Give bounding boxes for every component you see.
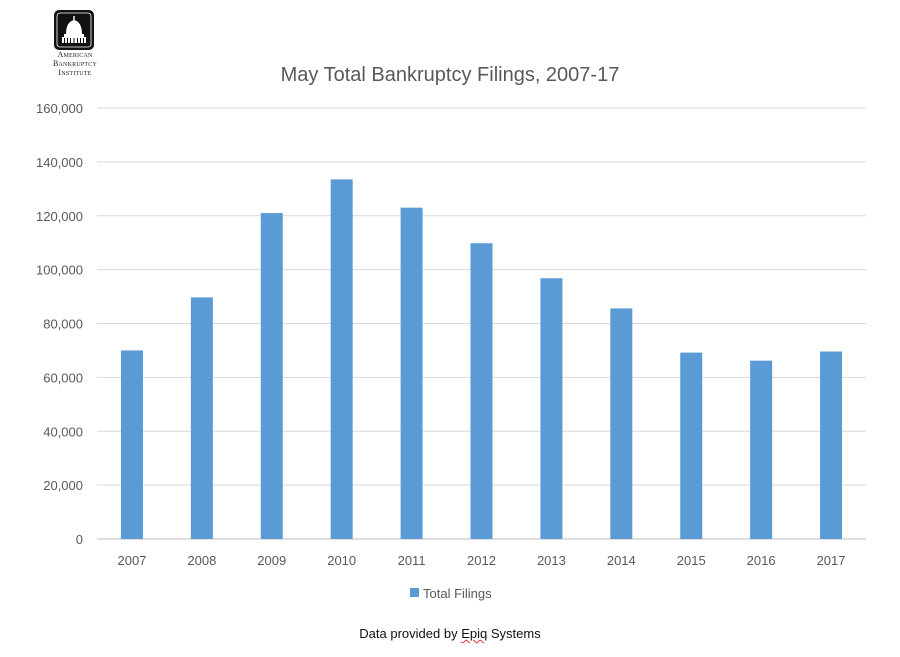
logo-line-3: Institute [58,68,92,77]
y-tick-label: 40,000 [43,424,83,439]
bar [540,278,563,539]
legend: Total Filings [410,586,492,601]
x-tick-label: 2014 [607,553,636,568]
bar-chart: May Total Bankruptcy Filings, 2007-17 0 2… [36,64,866,601]
x-tick-label: 2010 [327,553,356,568]
y-tick-label: 100,000 [36,263,83,278]
x-tick-label: 2009 [257,553,286,568]
x-tick-label: 2017 [817,553,846,568]
x-tick-label: 2007 [117,553,146,568]
bar [750,360,773,539]
source-company-rest: Systems [487,626,541,641]
y-tick-label: 0 [76,532,83,547]
x-tick-label: 2015 [677,553,706,568]
bar [400,207,423,539]
source-prefix: Data provided by [359,626,462,641]
x-tick-label: 2012 [467,553,496,568]
legend-label: Total Filings [423,586,492,601]
bars [120,179,843,539]
logo-text: American Bankruptcy Institute [40,50,110,77]
bar [260,213,283,539]
source-company-first: Epiq [461,626,488,641]
legend-swatch [410,588,419,597]
y-tick-label: 160,000 [36,101,83,116]
bar [820,351,843,539]
y-tick-label: 20,000 [43,478,83,493]
aba-logo: American Bankruptcy Institute [40,10,110,85]
x-tick-label: 2011 [398,553,426,568]
capitol-dome-icon [54,10,94,50]
logo-line-1: American [57,50,93,59]
y-tick-label: 140,000 [36,155,83,170]
bar [610,308,633,539]
x-tick-label: 2013 [537,553,566,568]
x-axis-ticks: 2007 2008 2009 2010 2011 2012 2013 2014 2015 2016… [117,553,845,568]
data-source-note: Data provided by Epiq Systems [0,626,900,641]
y-tick-label: 60,000 [43,370,83,385]
x-tick-label: 2008 [187,553,216,568]
y-tick-label: 120,000 [36,209,83,224]
bar [330,179,353,539]
y-axis-ticks: 0 20,000 40,000 60,000 80,000 100,000 120,000 1… [36,101,83,547]
x-tick-label: 2016 [747,553,776,568]
bar [680,352,703,539]
bar [120,350,143,539]
y-tick-label: 80,000 [43,317,83,332]
bar [470,243,493,539]
logo-line-2: Bankruptcy [52,59,97,68]
bar [190,297,213,539]
chart-title: May Total Bankruptcy Filings, 2007-17 [281,64,620,86]
